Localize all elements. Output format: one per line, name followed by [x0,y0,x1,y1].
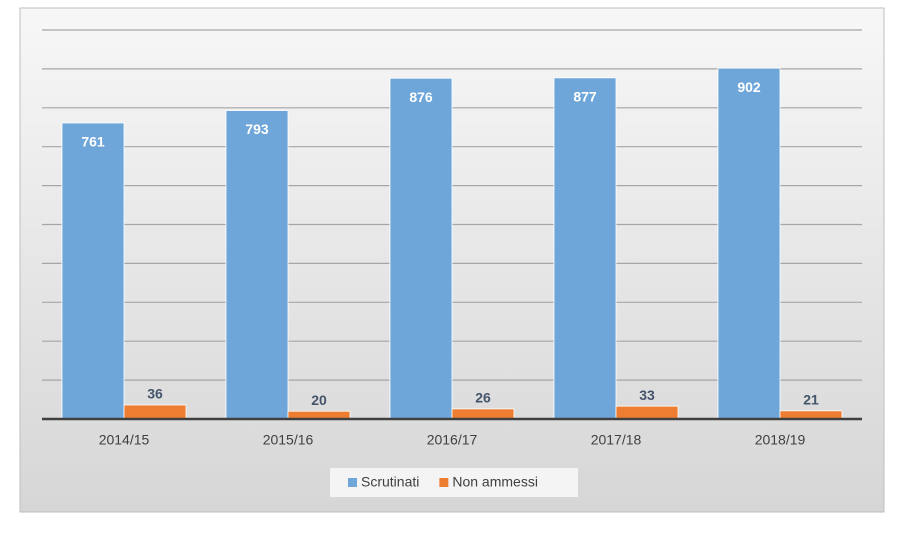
value-label: 26 [475,390,491,406]
x-tick-label: 2018/19 [755,432,806,448]
legend-box [330,468,578,497]
legend-label: Scrutinati [361,474,419,490]
value-label: 21 [803,392,819,408]
bar [123,404,187,420]
value-label: 793 [245,121,269,137]
legend-swatch [348,478,357,487]
value-label: 33 [639,387,655,403]
bar [553,77,617,420]
bar [615,405,679,420]
bar [389,77,453,420]
value-label: 876 [409,89,433,105]
value-label: 902 [737,79,761,95]
x-tick-label: 2016/17 [427,432,478,448]
x-tick-label: 2014/15 [99,432,150,448]
bar [717,67,781,420]
legend-swatch [439,478,449,487]
value-label: 36 [147,386,163,402]
value-label: 877 [573,89,597,105]
bar [225,110,289,420]
value-label: 20 [311,392,327,408]
bar [61,122,125,420]
bar [451,408,515,420]
x-tick-label: 2017/18 [591,432,642,448]
legend-label: Non ammessi [452,474,538,490]
value-label: 761 [81,134,105,150]
x-tick-label: 2015/16 [263,432,314,448]
